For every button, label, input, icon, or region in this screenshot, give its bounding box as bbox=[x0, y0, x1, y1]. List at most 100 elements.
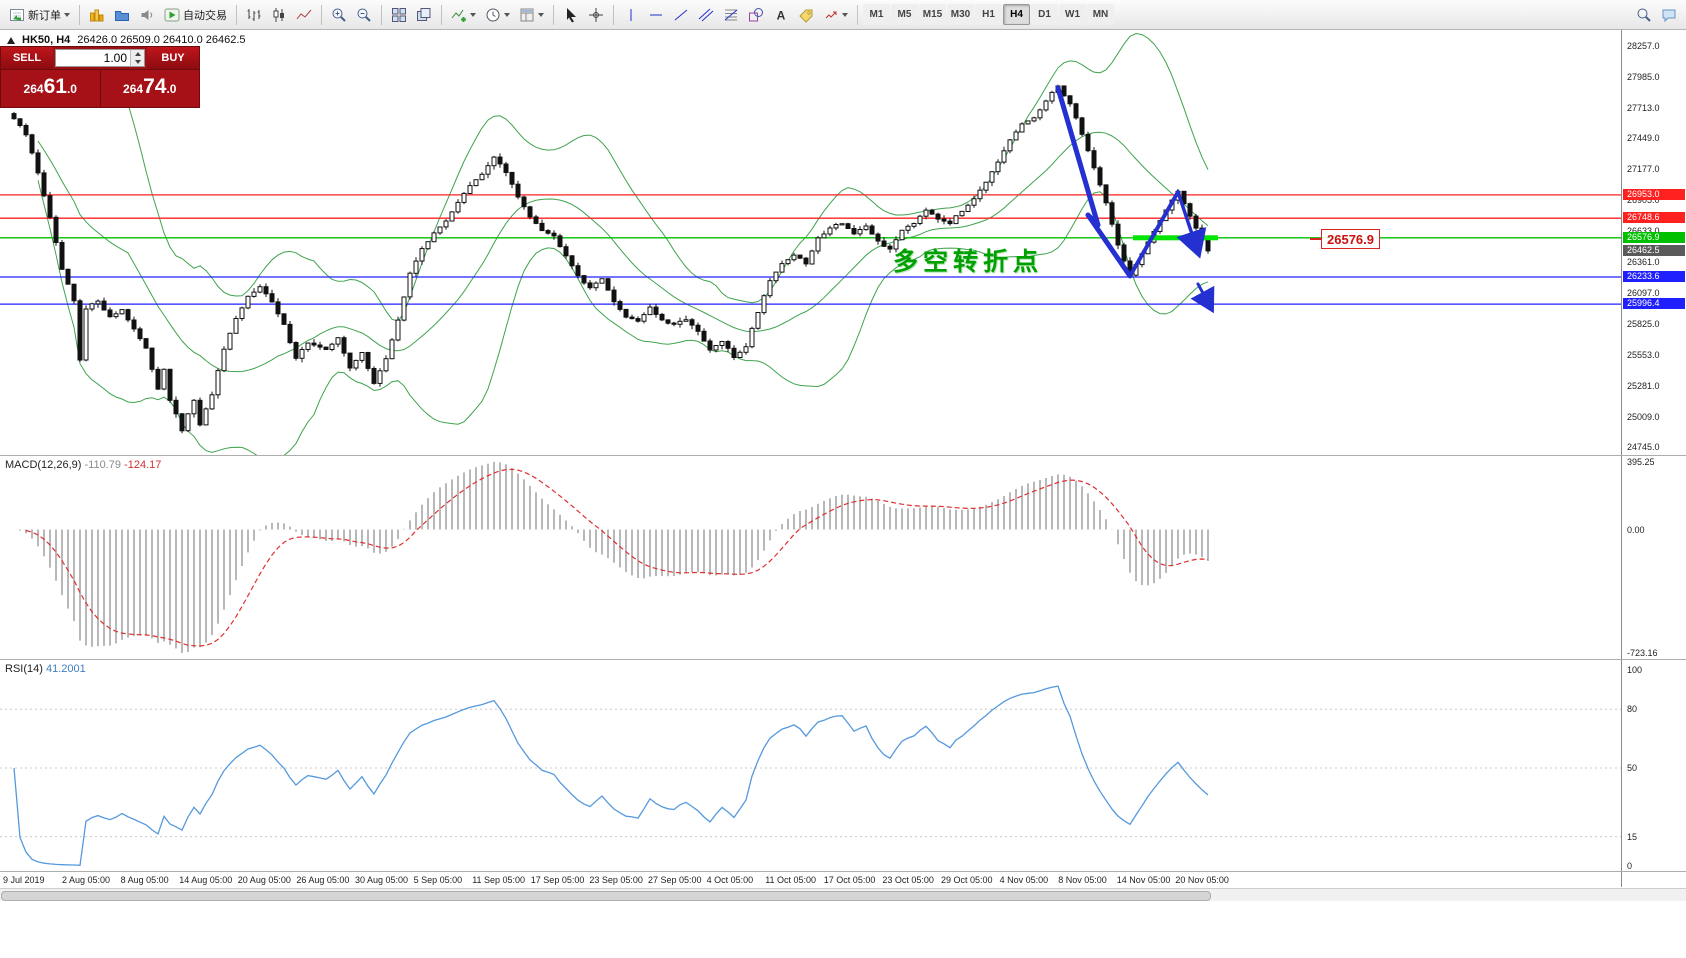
date-label: 17 Sep 05:00 bbox=[530, 875, 585, 885]
arrows-tool-button[interactable] bbox=[819, 3, 852, 27]
date-label: 8 Aug 05:00 bbox=[120, 875, 169, 885]
zoom-in-icon bbox=[332, 8, 346, 22]
price-tick-label: 26633.0 bbox=[1627, 226, 1660, 236]
volume-up-button[interactable] bbox=[131, 50, 144, 58]
autotrade-button[interactable]: 自动交易 bbox=[160, 3, 231, 27]
date-label: 8 Nov 05:00 bbox=[1058, 875, 1107, 885]
zoom-out-button[interactable] bbox=[352, 3, 376, 27]
rsi-panel[interactable] bbox=[0, 660, 1621, 872]
price-tick-label: 26097.0 bbox=[1627, 287, 1660, 298]
volume-stepper[interactable]: 1.00 bbox=[55, 49, 145, 67]
indicators-button[interactable] bbox=[447, 3, 480, 27]
new-order-icon bbox=[10, 8, 24, 21]
chat-bubble-icon bbox=[1662, 9, 1676, 22]
horizontal-line-icon bbox=[650, 14, 662, 15]
trendline-tool-button[interactable] bbox=[669, 3, 693, 27]
crosshair-icon bbox=[589, 7, 603, 22]
toolbar-separator bbox=[553, 4, 554, 25]
text-icon: A bbox=[777, 8, 786, 22]
panel-separator[interactable] bbox=[0, 659, 1686, 660]
line-chart-view-button[interactable] bbox=[292, 3, 316, 27]
annotation-text[interactable]: 多空转折点 bbox=[893, 248, 1044, 276]
scrollbar-thumb[interactable] bbox=[1, 891, 1211, 901]
macd-axis-label: 395.25 bbox=[1627, 457, 1655, 467]
cursor-tool-button[interactable] bbox=[559, 3, 583, 27]
chart-bars-icon bbox=[90, 9, 104, 21]
rsi-value: 41.2001 bbox=[45, 663, 86, 675]
horizontal-scrollbar[interactable] bbox=[0, 888, 1686, 901]
shapes-tool-button[interactable] bbox=[744, 3, 768, 27]
channel-tool-button[interactable] bbox=[694, 3, 718, 27]
sell-button[interactable]: SELL bbox=[1, 47, 53, 69]
volume-down-button[interactable] bbox=[131, 58, 144, 66]
community-chat-button[interactable] bbox=[1657, 3, 1681, 27]
price-line-tag: 26748.6 bbox=[1623, 212, 1685, 224]
date-label: 29 Oct 05:00 bbox=[941, 875, 993, 885]
price-tick-label: 25009.0 bbox=[1627, 411, 1660, 422]
price-callout[interactable]: 26576.9 bbox=[1310, 229, 1380, 249]
vertical-line-tool-button[interactable] bbox=[619, 3, 643, 27]
charts-menu-button[interactable] bbox=[85, 3, 109, 27]
price-line-tag: 26576.9 bbox=[1623, 231, 1685, 243]
new-order-button[interactable]: 新订单 bbox=[5, 3, 74, 27]
svg-text:A: A bbox=[777, 8, 786, 22]
price-line-tag: 26953.0 bbox=[1623, 188, 1685, 200]
autotrade-label: 自动交易 bbox=[183, 9, 227, 22]
zoom-in-button[interactable] bbox=[327, 3, 351, 27]
timeframe-m15[interactable]: M15 bbox=[919, 4, 946, 25]
spin-down-icon bbox=[134, 60, 141, 64]
timeframe-mn[interactable]: MN bbox=[1087, 4, 1114, 25]
rsi-axis-label: 100 bbox=[1627, 665, 1643, 675]
price-scale[interactable]: 28257.0 27985.0 27713.0 27449.0 27177.0 26905… bbox=[1621, 30, 1686, 887]
text-tool-button[interactable]: A bbox=[769, 3, 793, 27]
buy-price[interactable]: 264 74.0 bbox=[123, 75, 177, 98]
price-tick-label: 28257.0 bbox=[1627, 41, 1660, 51]
label-tool-button[interactable] bbox=[794, 3, 818, 27]
periods-button[interactable] bbox=[481, 3, 514, 27]
timeframe-h1[interactable]: H1 bbox=[975, 4, 1002, 25]
profiles-button[interactable] bbox=[110, 3, 134, 27]
date-label: 20 Nov 05:00 bbox=[1175, 875, 1229, 885]
rsi-axis-label: 15 bbox=[1627, 831, 1638, 842]
date-label: 11 Oct 05:00 bbox=[765, 875, 817, 885]
zoom-out-icon bbox=[357, 8, 371, 22]
date-label: 5 Sep 05:00 bbox=[413, 875, 463, 885]
fibonacci-tool-button[interactable] bbox=[719, 3, 743, 27]
tile-windows-button[interactable] bbox=[387, 3, 411, 27]
new-order-label: 新订单 bbox=[28, 9, 61, 22]
time-axis[interactable]: 9 Jul 2019 2 Aug 05:00 8 Aug 05:00 14 Aug 0… bbox=[0, 872, 1621, 887]
crosshair-tool-button[interactable] bbox=[584, 3, 608, 27]
callout-pointer bbox=[1310, 238, 1321, 240]
cascade-windows-icon bbox=[417, 7, 431, 21]
search-icon bbox=[1637, 8, 1651, 22]
cascade-windows-button[interactable] bbox=[412, 3, 436, 27]
rsi-axis-label: 50 bbox=[1627, 763, 1638, 773]
macd-axis-label: -723.16 bbox=[1627, 648, 1658, 658]
macd-panel[interactable] bbox=[0, 456, 1621, 659]
panel-separator[interactable] bbox=[0, 455, 1686, 456]
templates-button[interactable] bbox=[515, 3, 548, 27]
horizontal-line-tool-button[interactable] bbox=[644, 3, 668, 27]
date-label: 23 Oct 05:00 bbox=[882, 875, 934, 885]
sell-price[interactable]: 264 61.0 bbox=[1, 70, 101, 107]
search-button[interactable] bbox=[1632, 3, 1656, 27]
price-tick-label: 25553.0 bbox=[1627, 349, 1660, 360]
timeframe-m1[interactable]: M1 bbox=[863, 4, 890, 25]
timeframe-m30[interactable]: M30 bbox=[947, 4, 974, 25]
chevron-down-icon bbox=[64, 12, 70, 17]
macd-name: MACD(12,26,9) bbox=[5, 459, 82, 471]
candlestick-view-button[interactable] bbox=[267, 3, 291, 27]
timeframe-m5[interactable]: M5 bbox=[891, 4, 918, 25]
date-label: 27 Sep 05:00 bbox=[648, 875, 702, 885]
date-label: 30 Aug 05:00 bbox=[355, 875, 409, 885]
bar-chart-view-button[interactable] bbox=[242, 3, 266, 27]
cursor-icon bbox=[567, 7, 576, 22]
timeframe-h4[interactable]: H4 bbox=[1003, 4, 1030, 25]
timeframe-w1[interactable]: W1 bbox=[1059, 4, 1086, 25]
alerts-button[interactable] bbox=[135, 3, 159, 27]
one-click-trading-panel: SELL 1.00 BUY 264 61.0 264 74.0 bbox=[0, 46, 200, 108]
timeframe-d1[interactable]: D1 bbox=[1031, 4, 1058, 25]
arrows-icon bbox=[825, 11, 837, 18]
volume-value[interactable]: 1.00 bbox=[103, 51, 127, 65]
buy-button[interactable]: BUY bbox=[147, 47, 199, 69]
